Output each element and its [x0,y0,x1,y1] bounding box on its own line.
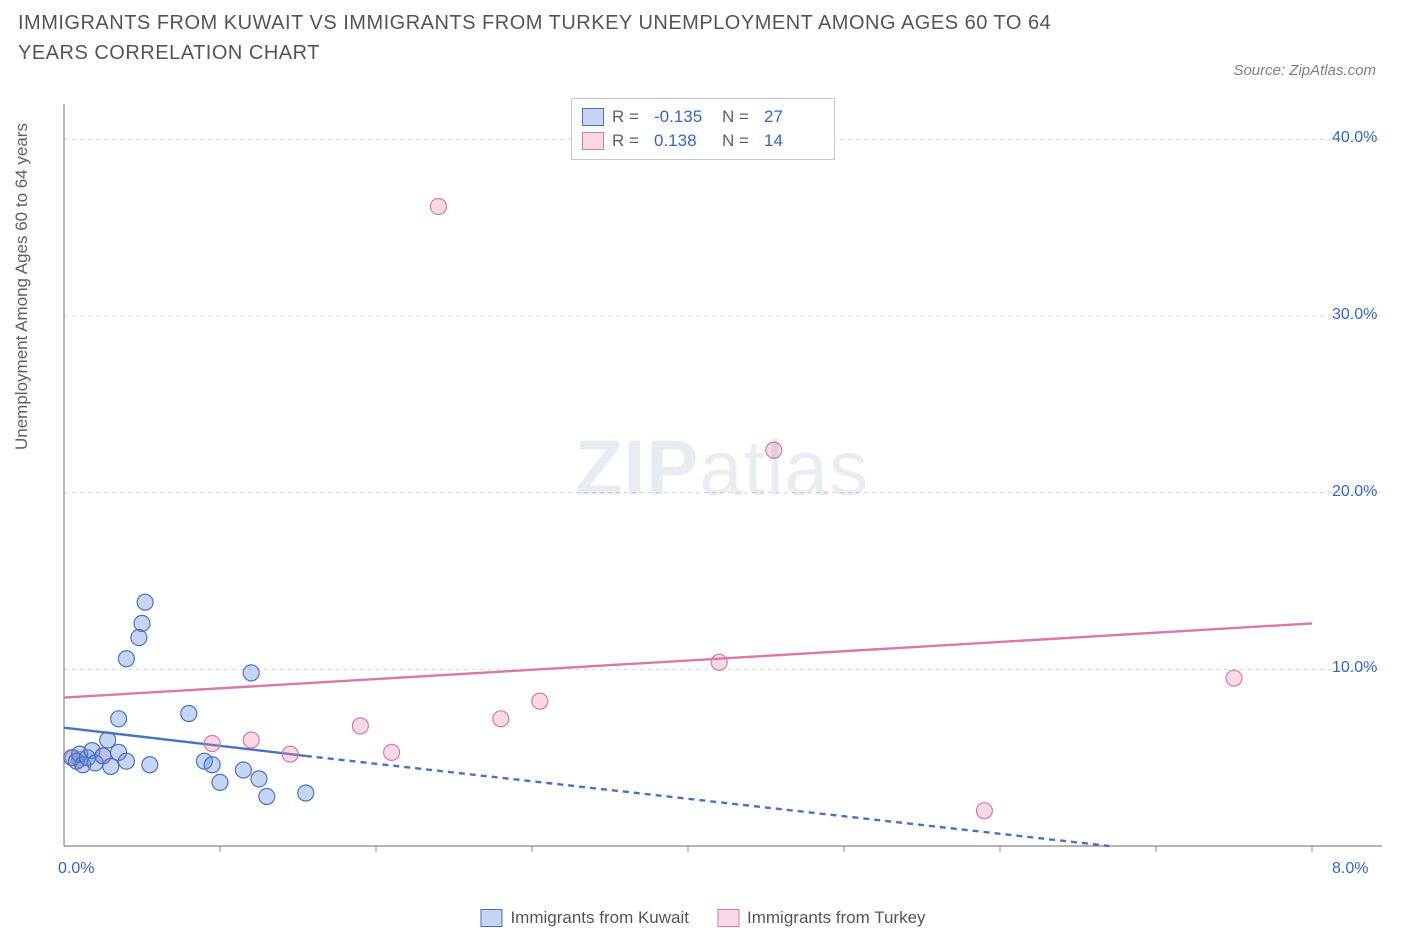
n-label: N = [722,105,756,129]
legend-label-turkey: Immigrants from Turkey [747,908,926,928]
legend-label-kuwait: Immigrants from Kuwait [510,908,689,928]
y-tick-label: 40.0% [1332,129,1377,147]
legend-swatch-turkey [582,132,604,150]
y-axis-label: Unemployment Among Ages 60 to 64 years [12,123,32,450]
stats-row-turkey: R = 0.138 N = 14 [582,129,824,153]
legend-item-turkey: Immigrants from Turkey [717,908,926,928]
y-tick-label: 10.0% [1332,659,1377,677]
n-value-kuwait: 27 [764,105,824,129]
legend-item-kuwait: Immigrants from Kuwait [480,908,689,928]
r-label: R = [612,105,646,129]
r-value-kuwait: -0.135 [654,105,714,129]
scatter-plot-svg [62,98,1382,868]
y-tick-label: 20.0% [1332,483,1377,501]
legend-swatch-turkey-2 [717,909,739,927]
x-tick-label-left: 0.0% [58,860,94,878]
stats-row-kuwait: R = -0.135 N = 27 [582,105,824,129]
chart-title: IMMIGRANTS FROM KUWAIT VS IMMIGRANTS FRO… [18,8,1118,68]
n-value-turkey: 14 [764,129,824,153]
r-label: R = [612,129,646,153]
series-legend: Immigrants from Kuwait Immigrants from T… [480,908,925,928]
r-value-turkey: 0.138 [654,129,714,153]
n-label: N = [722,129,756,153]
x-tick-label-right: 8.0% [1332,860,1368,878]
source-credit: Source: ZipAtlas.com [1233,62,1376,79]
y-tick-label: 30.0% [1332,306,1377,324]
legend-swatch-kuwait-2 [480,909,502,927]
stats-legend-box: R = -0.135 N = 27 R = 0.138 N = 14 [571,98,835,160]
chart-area: ZIPatlas [62,98,1382,868]
legend-swatch-kuwait [582,108,604,126]
